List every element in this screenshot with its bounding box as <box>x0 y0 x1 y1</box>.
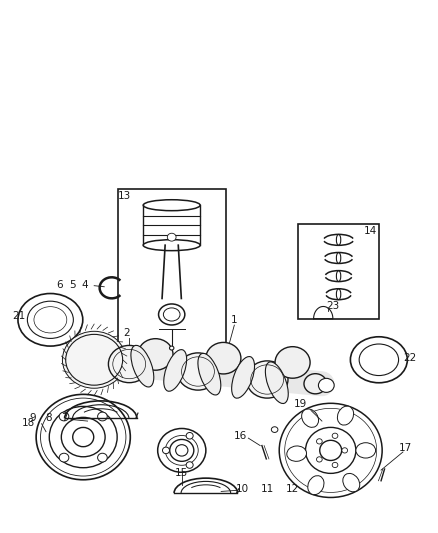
Ellipse shape <box>59 453 69 462</box>
Text: 21: 21 <box>12 311 25 321</box>
Ellipse shape <box>287 446 307 462</box>
Text: 2: 2 <box>123 328 130 338</box>
Ellipse shape <box>317 457 322 462</box>
Ellipse shape <box>318 378 334 392</box>
Ellipse shape <box>177 353 219 390</box>
Ellipse shape <box>159 304 185 325</box>
Ellipse shape <box>265 362 288 403</box>
Ellipse shape <box>170 346 174 350</box>
Ellipse shape <box>246 361 288 398</box>
Text: 14: 14 <box>364 226 377 236</box>
Ellipse shape <box>170 439 194 462</box>
Text: 10: 10 <box>236 484 249 494</box>
Ellipse shape <box>28 301 74 338</box>
Ellipse shape <box>350 337 407 383</box>
Ellipse shape <box>158 429 206 472</box>
Ellipse shape <box>337 406 353 425</box>
Ellipse shape <box>98 412 107 421</box>
Ellipse shape <box>59 412 69 421</box>
Ellipse shape <box>63 332 126 388</box>
Bar <box>298 224 379 319</box>
Ellipse shape <box>36 394 131 480</box>
Ellipse shape <box>275 346 310 378</box>
Ellipse shape <box>308 475 324 495</box>
Ellipse shape <box>186 462 193 469</box>
Text: 19: 19 <box>293 399 307 409</box>
Text: 11: 11 <box>261 484 274 494</box>
Ellipse shape <box>186 432 193 439</box>
Ellipse shape <box>206 342 241 374</box>
Ellipse shape <box>162 447 170 454</box>
Text: 15: 15 <box>175 469 188 478</box>
Ellipse shape <box>98 453 107 462</box>
Ellipse shape <box>18 294 83 346</box>
Ellipse shape <box>320 440 342 461</box>
Ellipse shape <box>143 200 200 211</box>
Ellipse shape <box>143 240 200 251</box>
Ellipse shape <box>304 374 327 394</box>
Ellipse shape <box>176 445 188 456</box>
Ellipse shape <box>232 357 254 398</box>
Ellipse shape <box>342 448 348 453</box>
Text: 16: 16 <box>233 431 247 441</box>
Text: 4: 4 <box>81 280 88 289</box>
Ellipse shape <box>317 439 322 444</box>
Text: 17: 17 <box>399 443 412 453</box>
Ellipse shape <box>305 427 356 473</box>
Ellipse shape <box>138 338 173 370</box>
Text: 12: 12 <box>286 484 299 494</box>
Text: 22: 22 <box>403 353 416 363</box>
Text: 20: 20 <box>173 357 186 366</box>
Ellipse shape <box>198 353 221 395</box>
Ellipse shape <box>332 433 338 439</box>
Ellipse shape <box>356 443 376 458</box>
Ellipse shape <box>108 345 150 383</box>
Text: 5: 5 <box>69 280 76 289</box>
Text: 23: 23 <box>326 302 339 311</box>
Ellipse shape <box>49 406 117 468</box>
Ellipse shape <box>163 308 180 321</box>
Text: 18: 18 <box>22 418 35 427</box>
Ellipse shape <box>167 233 176 241</box>
Text: 13: 13 <box>118 191 131 201</box>
Ellipse shape <box>279 403 382 497</box>
Ellipse shape <box>302 409 318 427</box>
Text: 8: 8 <box>45 414 52 423</box>
Text: 1: 1 <box>231 315 238 325</box>
Ellipse shape <box>164 350 187 391</box>
Text: 6: 6 <box>56 280 63 289</box>
Text: 7: 7 <box>61 414 68 423</box>
Ellipse shape <box>73 427 94 447</box>
Ellipse shape <box>332 462 338 467</box>
Ellipse shape <box>131 345 154 387</box>
Ellipse shape <box>359 344 399 376</box>
Text: 9: 9 <box>29 414 36 423</box>
Ellipse shape <box>61 417 105 457</box>
Bar <box>118 189 226 362</box>
Ellipse shape <box>343 473 360 492</box>
